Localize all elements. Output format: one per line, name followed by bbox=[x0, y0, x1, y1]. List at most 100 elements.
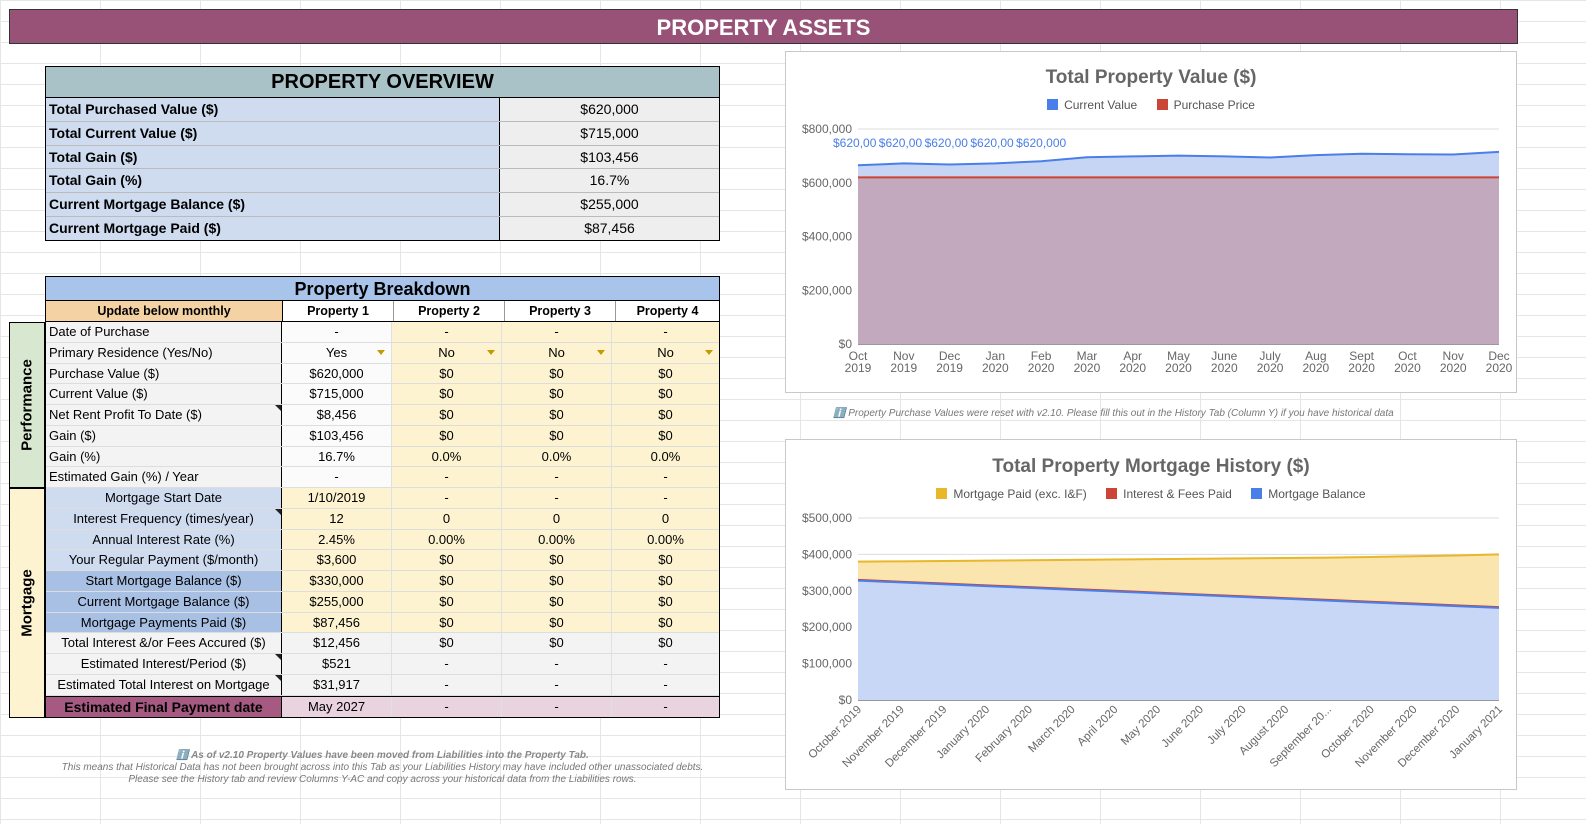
dropdown-arrow-icon[interactable] bbox=[597, 349, 605, 355]
property-3-cell[interactable]: - bbox=[502, 654, 612, 674]
property-1-cell[interactable]: $103,456 bbox=[282, 425, 392, 446]
property-4-cell[interactable]: - bbox=[612, 696, 719, 717]
property-1-cell[interactable]: 12 bbox=[282, 508, 392, 529]
property-4-cell[interactable]: - bbox=[612, 467, 719, 487]
property-2-cell[interactable]: $0 bbox=[392, 550, 502, 570]
property-2-header[interactable]: Property 2 bbox=[394, 301, 505, 321]
property-3-cell[interactable]: 0 bbox=[502, 508, 612, 529]
property-3-cell[interactable]: No bbox=[502, 342, 612, 363]
property-2-cell[interactable]: $0 bbox=[392, 425, 502, 446]
mortgage-history-chart[interactable]: Total Property Mortgage History ($) Mort… bbox=[785, 439, 1517, 790]
legend-interest-fees[interactable]: Interest & Fees Paid bbox=[1106, 487, 1232, 501]
cell-value: - bbox=[444, 698, 449, 714]
overview-value[interactable]: $87,456 bbox=[500, 216, 719, 240]
property-2-cell[interactable]: $0 bbox=[392, 612, 502, 633]
legend-purchase-price[interactable]: Purchase Price bbox=[1156, 98, 1255, 112]
property-2-cell[interactable]: 0.0% bbox=[392, 446, 502, 467]
property-2-cell[interactable]: $0 bbox=[392, 571, 502, 591]
property-1-cell[interactable]: $87,456 bbox=[282, 612, 392, 633]
property-3-cell[interactable]: $0 bbox=[502, 384, 612, 404]
legend-current-value[interactable]: Current Value bbox=[1047, 98, 1137, 112]
property-1-cell[interactable]: $12,456 bbox=[282, 633, 392, 653]
property-1-cell[interactable]: $330,000 bbox=[282, 571, 392, 591]
property-2-cell[interactable]: $0 bbox=[392, 591, 502, 612]
property-1-cell[interactable]: - bbox=[282, 467, 392, 487]
property-1-cell[interactable]: May 2027 bbox=[282, 696, 392, 717]
property-3-cell[interactable]: 0.0% bbox=[502, 446, 612, 467]
property-2-cell[interactable]: 0.00% bbox=[392, 529, 502, 550]
property-3-cell[interactable]: - bbox=[502, 696, 612, 717]
property-2-cell[interactable]: $0 bbox=[392, 633, 502, 653]
property-3-cell[interactable]: $0 bbox=[502, 425, 612, 446]
property-3-cell[interactable]: $0 bbox=[502, 612, 612, 633]
overview-value[interactable]: $620,000 bbox=[500, 98, 719, 121]
property-4-cell[interactable]: - bbox=[612, 654, 719, 674]
property-1-cell[interactable]: $255,000 bbox=[282, 591, 392, 612]
legend-mortgage-paid[interactable]: Mortgage Paid (exc. I&F) bbox=[936, 487, 1087, 501]
property-1-header[interactable]: Property 1 bbox=[283, 301, 394, 321]
property-4-header[interactable]: Property 4 bbox=[616, 301, 719, 321]
property-4-cell[interactable]: $0 bbox=[612, 425, 719, 446]
property-3-cell[interactable]: - bbox=[502, 467, 612, 487]
property-1-cell[interactable]: $8,456 bbox=[282, 405, 392, 425]
overview-value[interactable]: $255,000 bbox=[500, 193, 719, 216]
property-3-cell[interactable]: - bbox=[502, 674, 612, 695]
property-2-cell[interactable]: $0 bbox=[392, 363, 502, 384]
property-1-cell[interactable]: $620,000 bbox=[282, 363, 392, 384]
property-3-cell[interactable]: $0 bbox=[502, 550, 612, 570]
property-4-cell[interactable]: - bbox=[612, 322, 719, 342]
property-4-cell[interactable]: 0.0% bbox=[612, 446, 719, 467]
property-2-cell[interactable]: No bbox=[392, 342, 502, 363]
property-4-cell[interactable]: 0 bbox=[612, 508, 719, 529]
overview-value[interactable]: $715,000 bbox=[500, 121, 719, 145]
property-3-cell[interactable]: $0 bbox=[502, 571, 612, 591]
dropdown-arrow-icon[interactable] bbox=[487, 349, 495, 355]
property-4-cell[interactable]: $0 bbox=[612, 550, 719, 570]
property-4-cell[interactable]: $0 bbox=[612, 633, 719, 653]
property-value-chart[interactable]: Total Property Value ($) Current Value P… bbox=[785, 51, 1517, 393]
cell-value: May 2027 bbox=[307, 698, 366, 714]
legend-mortgage-balance[interactable]: Mortgage Balance bbox=[1251, 487, 1366, 501]
property-1-cell[interactable]: 2.45% bbox=[282, 529, 392, 550]
property-3-header[interactable]: Property 3 bbox=[505, 301, 616, 321]
property-4-cell[interactable]: $0 bbox=[612, 384, 719, 404]
property-1-cell[interactable]: $31,917 bbox=[282, 674, 392, 695]
property-3-cell[interactable]: - bbox=[502, 488, 612, 508]
property-4-cell[interactable]: $0 bbox=[612, 591, 719, 612]
property-2-cell[interactable]: - bbox=[392, 654, 502, 674]
property-4-cell[interactable]: No bbox=[612, 342, 719, 363]
property-3-cell[interactable]: $0 bbox=[502, 405, 612, 425]
property-2-cell[interactable]: 0 bbox=[392, 508, 502, 529]
dropdown-arrow-icon[interactable] bbox=[705, 349, 713, 355]
property-4-cell[interactable]: 0.00% bbox=[612, 529, 719, 550]
property-1-cell[interactable]: $521 bbox=[282, 654, 392, 674]
overview-value[interactable]: 16.7% bbox=[500, 169, 719, 193]
property-2-cell[interactable]: - bbox=[392, 696, 502, 717]
property-1-cell[interactable]: $715,000 bbox=[282, 384, 392, 404]
property-1-cell[interactable]: 16.7% bbox=[282, 446, 392, 467]
property-4-cell[interactable]: $0 bbox=[612, 571, 719, 591]
property-1-cell[interactable]: - bbox=[282, 322, 392, 342]
property-1-cell[interactable]: 1/10/2019 bbox=[282, 488, 392, 508]
property-2-cell[interactable]: - bbox=[392, 322, 502, 342]
property-4-cell[interactable]: $0 bbox=[612, 612, 719, 633]
property-4-cell[interactable]: $0 bbox=[612, 405, 719, 425]
property-2-cell[interactable]: - bbox=[392, 488, 502, 508]
overview-value[interactable]: $103,456 bbox=[500, 145, 719, 169]
property-3-cell[interactable]: $0 bbox=[502, 633, 612, 653]
property-3-cell[interactable]: $0 bbox=[502, 591, 612, 612]
property-3-cell[interactable]: $0 bbox=[502, 363, 612, 384]
property-2-cell[interactable]: - bbox=[392, 674, 502, 695]
property-1-cell[interactable]: $3,600 bbox=[282, 550, 392, 570]
property-2-cell[interactable]: $0 bbox=[392, 384, 502, 404]
property-2-cell[interactable]: $0 bbox=[392, 405, 502, 425]
property-3-cell[interactable]: - bbox=[502, 322, 612, 342]
property-4-cell[interactable]: $0 bbox=[612, 363, 719, 384]
property-3-cell[interactable]: 0.00% bbox=[502, 529, 612, 550]
property-4-cell[interactable]: - bbox=[612, 674, 719, 695]
dropdown-arrow-icon[interactable] bbox=[377, 349, 385, 355]
property-4-cell[interactable]: - bbox=[612, 488, 719, 508]
overview-label: Total Purchased Value ($) bbox=[46, 98, 500, 121]
property-1-cell[interactable]: Yes bbox=[282, 342, 392, 363]
property-2-cell[interactable]: - bbox=[392, 467, 502, 487]
